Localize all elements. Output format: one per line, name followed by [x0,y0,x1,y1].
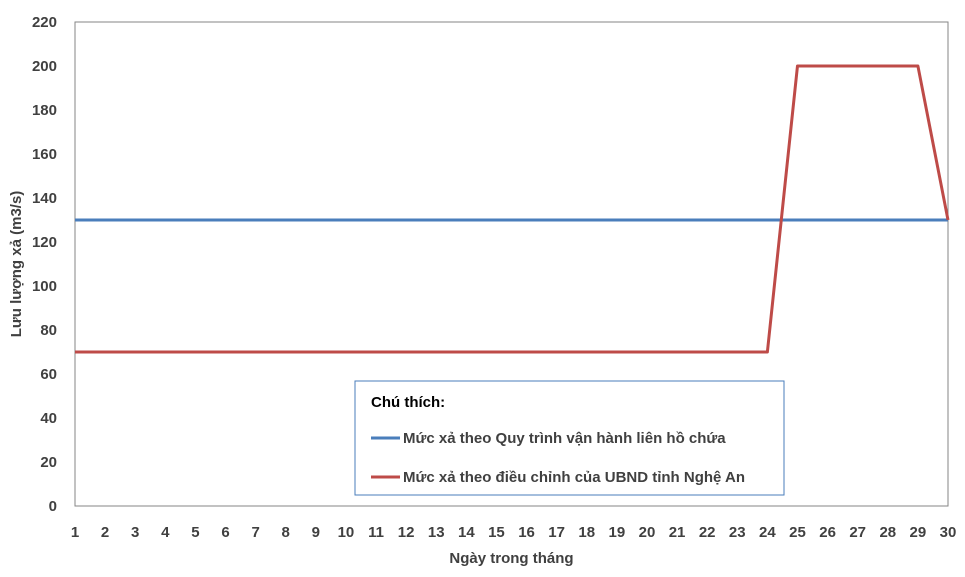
legend-label-1: Mức xả theo Quy trình vận hành liên hồ c… [403,430,726,447]
x-tick-label: 12 [398,524,415,541]
y-tick-label: 100 [32,278,57,295]
y-tick-label: 0 [49,498,57,515]
x-tick-label: 25 [789,524,806,541]
x-tick-label: 6 [221,524,229,541]
legend: Chú thích: Mức xả theo Quy trình vận hàn… [354,380,785,496]
x-tick-label: 8 [282,524,290,541]
x-tick-label: 21 [669,524,686,541]
x-tick-label: 11 [368,524,384,541]
x-tick-label: 22 [699,524,716,541]
legend-title: Chú thích: [371,394,445,411]
x-tick-label: 13 [428,524,445,541]
x-tick-label: 26 [819,524,836,541]
y-tick-label: 20 [40,454,57,471]
y-tick-label: 60 [40,366,57,383]
x-tick-label: 9 [312,524,320,541]
series-line-2 [75,64,950,354]
x-tick-label: 7 [251,524,259,541]
x-tick-label: 16 [518,524,535,541]
y-tick-label: 140 [32,190,57,207]
legend-box [354,380,785,496]
x-tick-label: 4 [161,524,170,541]
legend-items: Mức xả theo Quy trình vận hành liên hồ c… [371,430,745,486]
x-tick-label: 29 [910,524,927,541]
y-axis-title: Lưu lượng xả (m3/s) [8,191,25,338]
x-tick-label: 24 [759,524,776,541]
x-tick-label: 5 [191,524,199,541]
y-tick-label: 200 [32,58,57,75]
y-tick-label: 220 [32,14,57,31]
y-tick-label: 180 [32,102,57,119]
x-tick-label: 14 [458,524,475,541]
x-tick-label: 15 [488,524,505,541]
x-tick-label: 17 [548,524,565,541]
x-tick-label: 19 [609,524,626,541]
x-tick-label: 20 [639,524,656,541]
x-tick-label: 27 [849,524,866,541]
y-tick-label: 80 [40,322,57,339]
y-tick-label: 120 [32,234,57,251]
x-axis-title: Ngày trong tháng [449,550,573,567]
x-tick-label: 18 [578,524,595,541]
x-tick-label: 28 [879,524,896,541]
x-tick-label: 10 [338,524,355,541]
legend-label-2: Mức xả theo điều chỉnh của UBND tỉnh Ngh… [403,469,745,486]
y-axis-ticks: 0 20 40 60 80 100 120 140 160 180 200 220 [32,14,57,515]
y-tick-label: 40 [40,410,57,427]
x-axis-ticks: 1 2 3 4 5 6 7 8 9 10 11 12 13 14 15 16 17 18 19 20 21 22 23 24 2… [71,524,957,541]
x-tick-label: 23 [729,524,746,541]
x-tick-label: 1 [71,524,79,541]
x-tick-label: 3 [131,524,139,541]
y-tick-label: 160 [32,146,57,163]
series-layer [75,64,950,354]
x-tick-label: 2 [101,524,109,541]
x-tick-label: 30 [940,524,957,541]
